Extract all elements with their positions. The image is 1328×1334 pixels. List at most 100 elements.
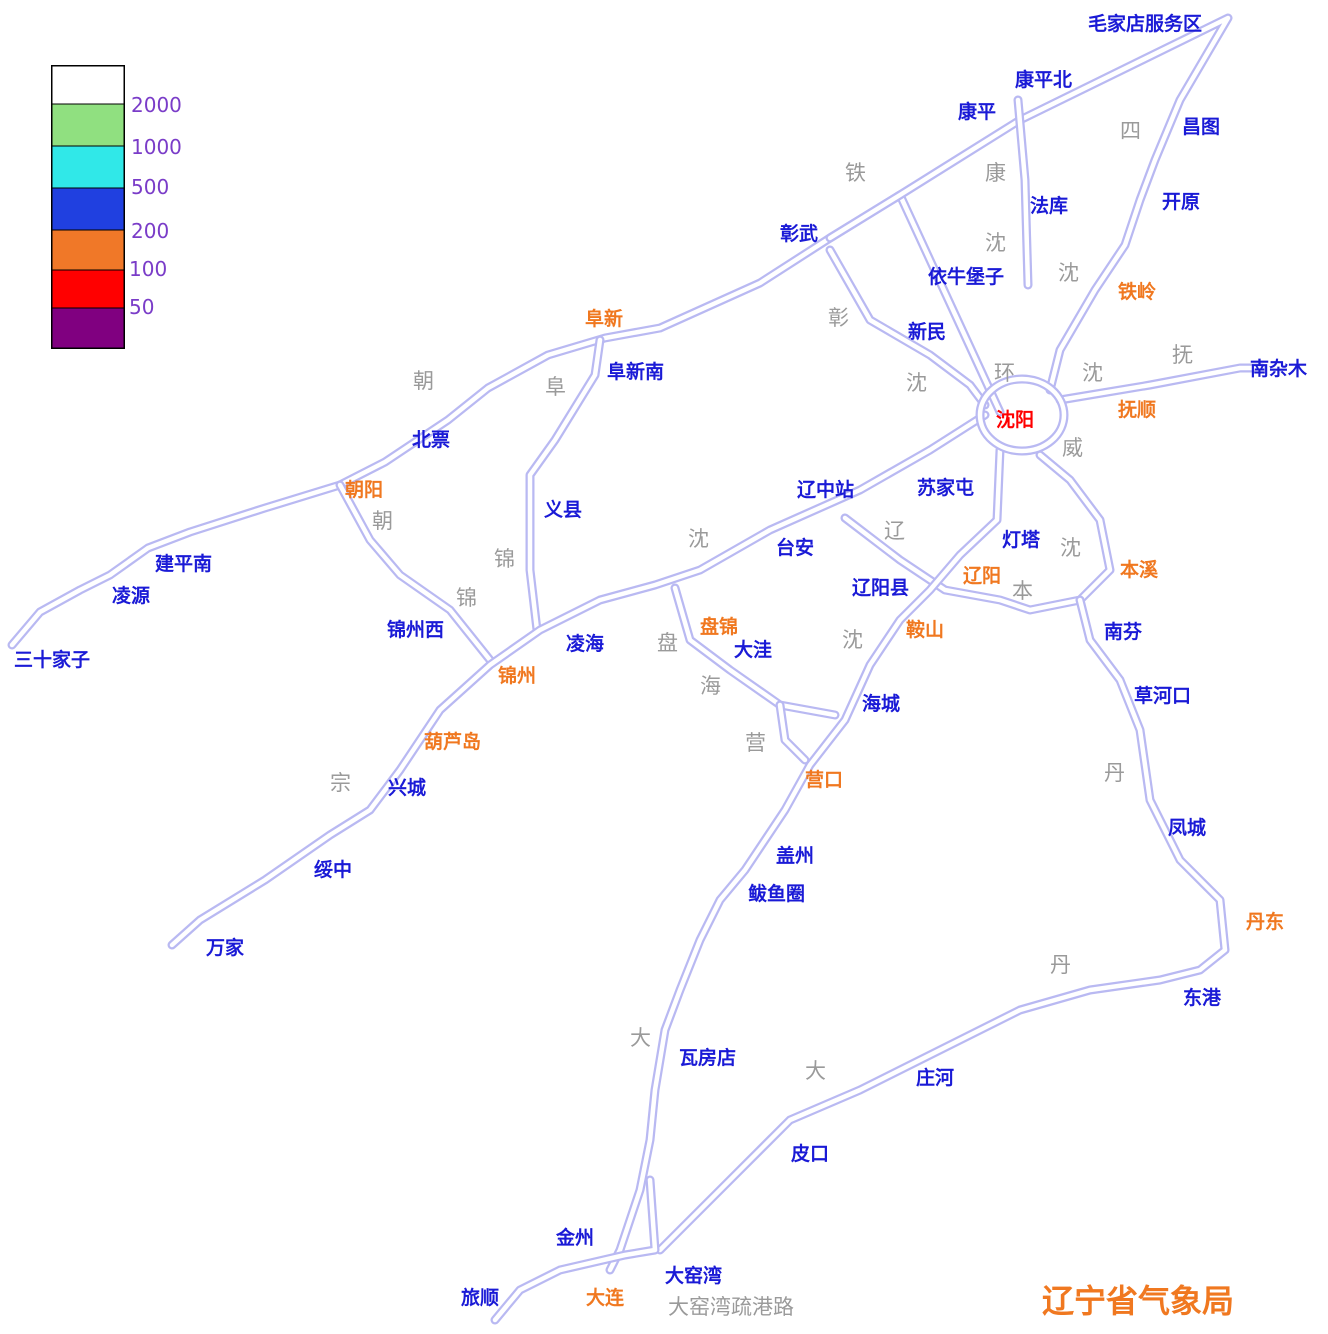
road-char: 营 [745, 731, 766, 755]
road-char: 康 [985, 161, 1006, 185]
road-char: 朝 [413, 369, 434, 393]
city-label: 康平 [958, 100, 996, 123]
city-labels: 毛家店服务区 康平北 康平 昌图 法库 开原 彰武 依牛堡子 铁岭 阜新 新民 … [14, 12, 1308, 1309]
city-label: 沈阳 [996, 408, 1034, 431]
city-label: 阜新 [585, 307, 623, 330]
city-label: 皮口 [791, 1142, 829, 1165]
legend-value: 100 [129, 257, 167, 281]
legend-value: 50 [129, 295, 154, 319]
city-label: 康平北 [1015, 68, 1072, 91]
legend-swatch [51, 103, 125, 147]
city-label: 绥中 [314, 858, 352, 881]
city-label: 毛家店服务区 [1088, 12, 1202, 35]
road-char: 沈 [688, 527, 709, 551]
road-char: 四 [1120, 119, 1141, 143]
legend-swatch [51, 307, 125, 349]
legend-swatch [51, 229, 125, 271]
road-char: 铁 [845, 161, 866, 185]
city-label: 葫芦岛 [424, 730, 481, 753]
city-label: 三十家子 [14, 648, 90, 671]
road-char: 辽 [884, 519, 905, 543]
city-label: 昌图 [1182, 116, 1220, 138]
road-char: 彰 [828, 306, 849, 330]
city-label: 开原 [1162, 191, 1200, 213]
city-label: 草河口 [1134, 684, 1191, 707]
city-label: 大连 [586, 1286, 625, 1309]
road-char: 丹 [1050, 953, 1071, 977]
road-char: 大窑湾疏港路 [668, 1295, 794, 1319]
road-char: 大 [630, 1026, 651, 1050]
city-label: 辽中站 [797, 478, 854, 501]
city-label: 抚顺 [1118, 399, 1156, 421]
road-char: 沈 [985, 231, 1006, 255]
highway-network [7, 13, 1267, 1325]
road-char: 威 [1062, 436, 1083, 460]
road-char: 锦 [456, 586, 477, 610]
legend-value: 200 [131, 219, 169, 243]
city-label: 大窑湾 [665, 1264, 722, 1287]
city-label: 瓦房店 [679, 1046, 736, 1069]
city-label: 南芬 [1104, 620, 1143, 643]
city-label: 朝阳 [345, 479, 383, 501]
city-label: 依牛堡子 [928, 265, 1004, 288]
shenyang-ring-road [977, 376, 1067, 454]
city-label: 营口 [805, 768, 843, 791]
city-label: 庄河 [916, 1066, 954, 1089]
road-char: 沈 [1082, 361, 1103, 385]
city-label: 建平南 [155, 552, 212, 575]
legend-value: 500 [131, 175, 169, 199]
city-label: 丹东 [1246, 910, 1284, 933]
city-label: 凌海 [566, 632, 604, 655]
city-label: 铁岭 [1118, 280, 1156, 303]
road-char: 沈 [906, 371, 927, 395]
city-label: 鲅鱼圈 [748, 882, 805, 905]
city-label: 鞍山 [906, 618, 944, 641]
city-label: 义县 [544, 499, 582, 521]
city-label: 苏家屯 [917, 476, 974, 499]
road-char: 大 [805, 1059, 826, 1083]
credit-text: 辽宁省气象局 [1042, 1282, 1234, 1320]
city-label: 兴城 [388, 776, 426, 799]
road-route-labels: 四 铁 康 沈 沈 彰 朝 阜 沈 环 沈 抚 威 朝 锦 沈 辽 沈 锦 本 … [330, 119, 1193, 1319]
road-shenyang-kangping-maojiadian [9, 192, 1003, 648]
city-label: 万家 [205, 936, 245, 959]
legend-swatch [51, 65, 125, 105]
city-label: 盘锦 [700, 615, 738, 638]
city-label: 辽阳县 [852, 577, 909, 599]
legend-swatch [51, 269, 125, 309]
city-label: 台安 [776, 536, 814, 559]
road-char: 环 [994, 361, 1015, 385]
road-char: 丹 [1104, 761, 1125, 785]
road-char: 宗 [330, 771, 351, 795]
city-label: 锦州西 [387, 618, 444, 641]
road-char: 盘 [657, 631, 678, 655]
city-label: 东港 [1183, 986, 1222, 1009]
city-label: 彰武 [780, 222, 818, 245]
city-label: 灯塔 [1002, 528, 1041, 551]
city-label: 海城 [862, 692, 900, 715]
city-label: 旅顺 [461, 1286, 499, 1309]
city-label: 盖州 [776, 844, 814, 867]
city-label: 锦州 [498, 664, 536, 687]
legend-swatch [51, 187, 125, 231]
road-char: 沈 [1060, 536, 1081, 560]
road-char: 沈 [842, 628, 863, 652]
road-char: 海 [700, 674, 721, 698]
city-label: 新民 [908, 320, 946, 343]
city-label: 阜新南 [607, 360, 664, 383]
city-label: 法库 [1030, 194, 1068, 217]
city-label: 凤城 [1168, 816, 1206, 839]
city-label: 本溪 [1120, 558, 1159, 581]
legend-swatch [51, 145, 125, 189]
city-label: 凌源 [112, 584, 150, 607]
road-char: 朝 [372, 509, 393, 533]
road-char: 阜 [545, 375, 566, 399]
city-label: 辽阳 [963, 565, 1001, 587]
city-label: 南杂木 [1250, 357, 1308, 380]
altitude-legend: 2000 1000 500 200 100 50 [51, 65, 182, 349]
legend-value: 1000 [131, 135, 182, 159]
city-label: 金州 [555, 1226, 594, 1249]
legend-value: 2000 [131, 93, 182, 117]
city-label: 北票 [412, 429, 450, 451]
